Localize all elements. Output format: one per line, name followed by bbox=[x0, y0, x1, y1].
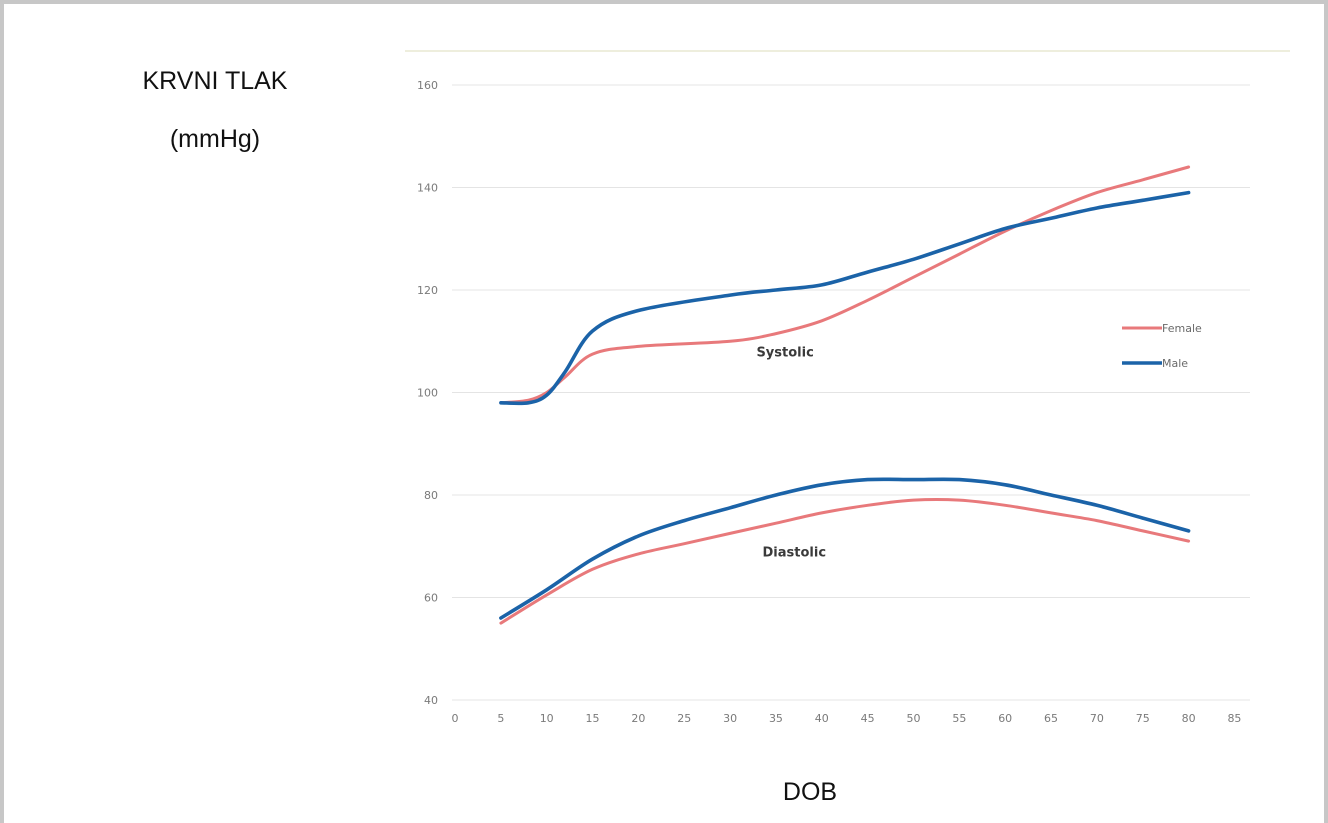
x-tick-10: 10 bbox=[540, 712, 554, 725]
x-tick-75: 75 bbox=[1136, 712, 1150, 725]
series-line-diastolic-male bbox=[499, 477, 1191, 620]
series-line-systolic-male bbox=[499, 190, 1191, 406]
y-tick-120: 120 bbox=[417, 284, 438, 297]
x-tick-85: 85 bbox=[1227, 712, 1241, 725]
legend: Female Male bbox=[1122, 322, 1202, 370]
y-tick-40: 40 bbox=[424, 694, 438, 707]
x-axis-title: DOB bbox=[782, 778, 838, 806]
series-line-diastolic-female bbox=[499, 498, 1191, 625]
y-tick-100: 100 bbox=[417, 387, 438, 400]
x-tick-60: 60 bbox=[998, 712, 1012, 725]
legend-label-male: Male bbox=[1162, 357, 1188, 370]
y-tick-labels: 40 60 80 100 120 140 160 bbox=[417, 79, 438, 707]
x-tick-0: 0 bbox=[452, 712, 459, 725]
x-tick-40: 40 bbox=[815, 712, 829, 725]
x-tick-20: 20 bbox=[631, 712, 645, 725]
x-tick-80: 80 bbox=[1182, 712, 1196, 725]
legend-label-female: Female bbox=[1162, 322, 1202, 335]
series-line-systolic-female bbox=[499, 165, 1191, 405]
x-tick-labels: 0 5 10 15 20 25 30 35 40 45 50 55 60 65 70 75 80 85 bbox=[452, 712, 1242, 725]
x-tick-55: 55 bbox=[952, 712, 966, 725]
x-tick-50: 50 bbox=[907, 712, 921, 725]
y-tick-80: 80 bbox=[424, 489, 438, 502]
annotations: Systolic Diastolic bbox=[756, 346, 826, 561]
series-lines bbox=[499, 165, 1191, 625]
gridlines bbox=[452, 84, 1250, 701]
y-axis-title: KRVNI TLAK (mmHg) bbox=[90, 52, 340, 168]
y-tick-160: 160 bbox=[417, 79, 438, 92]
x-tick-30: 30 bbox=[723, 712, 737, 725]
x-tick-45: 45 bbox=[861, 712, 875, 725]
x-tick-70: 70 bbox=[1090, 712, 1104, 725]
x-tick-15: 15 bbox=[586, 712, 600, 725]
x-tick-25: 25 bbox=[677, 712, 691, 725]
annotation-diastolic: Diastolic bbox=[763, 546, 827, 561]
annotation-systolic: Systolic bbox=[756, 346, 813, 361]
x-tick-65: 65 bbox=[1044, 712, 1058, 725]
y-tick-60: 60 bbox=[424, 592, 438, 605]
x-tick-35: 35 bbox=[769, 712, 783, 725]
y-axis-title-line1: KRVNI TLAK bbox=[142, 67, 288, 95]
y-axis-title-line2: (mmHg) bbox=[169, 125, 261, 153]
x-tick-5: 5 bbox=[497, 712, 504, 725]
y-tick-140: 140 bbox=[417, 182, 438, 195]
